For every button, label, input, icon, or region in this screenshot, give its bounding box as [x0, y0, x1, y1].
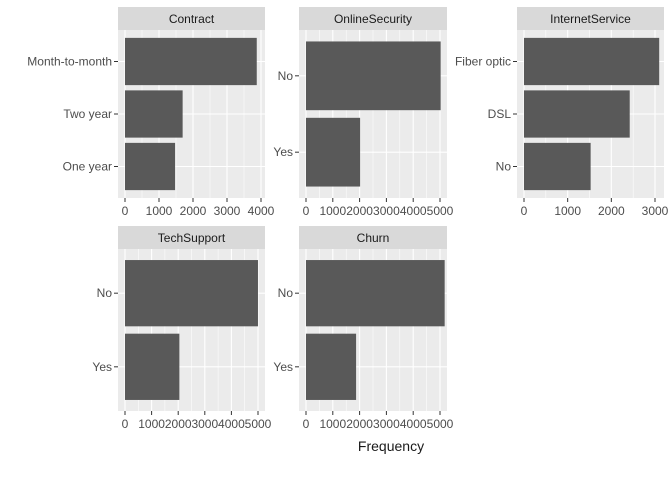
bar-internetservice-no	[524, 142, 591, 191]
facet-panel-churn: Churn No Yes 0 1000 2000 3000 4000 5000	[273, 226, 454, 431]
facet-strip-label: InternetService	[550, 12, 631, 26]
bar-onlinesecurity-yes	[306, 117, 361, 187]
facet-panel-internetservice: InternetService Fiber optic DSL No 0 1000 2000…	[455, 7, 669, 218]
y-tick-label: Two year	[63, 107, 112, 121]
x-tick-label: 3000	[214, 204, 241, 218]
facet-strip-label: OnlineSecurity	[334, 12, 412, 26]
x-tick-label: 0	[303, 204, 310, 218]
x-axis-title: Frequency	[358, 438, 424, 454]
x-tick-label: 0	[122, 417, 129, 431]
bar-churn-no	[306, 260, 445, 327]
x-tick-label: 5000	[427, 204, 454, 218]
x-tick-label: 4000	[400, 204, 427, 218]
facet-strip-label: TechSupport	[158, 231, 226, 245]
x-tick-label: 0	[122, 204, 129, 218]
x-tick-label: 4000	[248, 204, 275, 218]
bar-internetservice-fiber-optic	[524, 37, 660, 86]
facet-strip	[299, 226, 447, 249]
y-tick-label: No	[278, 69, 294, 83]
x-tick-label: 2000	[180, 204, 207, 218]
x-tick-label: 0	[521, 204, 528, 218]
y-tick-label: DSL	[488, 107, 512, 121]
x-tick-label: 3000	[191, 417, 218, 431]
x-tick-label: 1000	[554, 204, 581, 218]
x-tick-label: 1000	[319, 204, 346, 218]
x-tick-label: 5000	[245, 417, 272, 431]
facet-strip	[118, 226, 265, 249]
y-tick-label: No	[97, 286, 113, 300]
x-tick-label: 2000	[346, 204, 373, 218]
x-tick-label: 4000	[400, 417, 427, 431]
bar-techsupport-yes	[125, 333, 180, 400]
bar-techsupport-no	[125, 260, 258, 327]
y-tick-label: One year	[63, 160, 112, 174]
x-tick-label: 4000	[218, 417, 245, 431]
y-tick-label: Yes	[273, 145, 293, 159]
y-tick-label: Month-to-month	[27, 55, 112, 69]
facet-strip	[118, 7, 265, 30]
y-tick-label: Yes	[273, 360, 293, 374]
x-tick-label: 1000	[319, 417, 346, 431]
bar-contract-month-to-month	[125, 37, 257, 86]
bar-churn-yes	[306, 333, 357, 400]
x-tick-label: 3000	[642, 204, 669, 218]
y-tick-label: Yes	[92, 360, 112, 374]
bar-internetservice-dsl	[524, 90, 630, 138]
facet-strip-label: Churn	[357, 231, 390, 245]
x-tick-label: 3000	[373, 204, 400, 218]
y-tick-label: Fiber optic	[455, 55, 511, 69]
x-tick-label: 2000	[165, 417, 192, 431]
x-tick-label: 2000	[346, 417, 373, 431]
x-tick-label: 2000	[598, 204, 625, 218]
x-tick-label: 3000	[373, 417, 400, 431]
bar-contract-two-year	[125, 90, 183, 138]
x-tick-label: 5000	[427, 417, 454, 431]
facet-panel-contract: Contract Month-to-month Two year One year 0 1…	[27, 7, 275, 218]
x-tick-label: 0	[303, 417, 310, 431]
bar-contract-one-year	[125, 142, 176, 191]
x-tick-label: 1000	[138, 417, 165, 431]
facet-strip	[517, 7, 664, 30]
facet-panel-onlinesecurity: OnlineSecurity No Yes 0 1000 2000 3000 4000 5000	[273, 7, 454, 218]
y-tick-label: No	[278, 286, 294, 300]
facet-strip	[299, 7, 447, 30]
facet-strip-label: Contract	[169, 12, 215, 26]
y-tick-label: No	[496, 160, 512, 174]
facet-panel-techsupport: TechSupport No Yes 0 1000 2000 3000 4000 5000	[92, 226, 272, 431]
bar-onlinesecurity-no	[306, 41, 441, 111]
x-tick-label: 1000	[146, 204, 173, 218]
